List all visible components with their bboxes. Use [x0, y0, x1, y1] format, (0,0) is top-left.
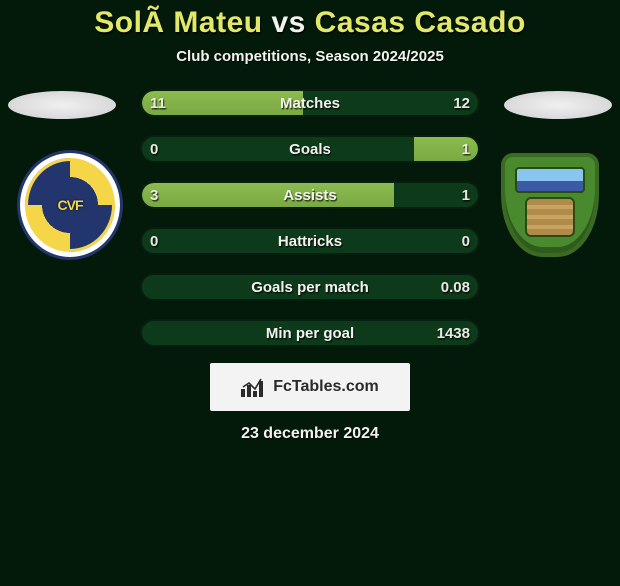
fuenlabrada-shield-icon	[501, 153, 599, 257]
stat-row: Assists31	[140, 181, 480, 209]
fctables-branding[interactable]: FcTables.com	[210, 363, 410, 411]
player2-name: Casas Casado	[315, 6, 526, 39]
stat-row: Min per goal1438	[140, 319, 480, 347]
stat-bars: Matches1112 Goals01 Assists31 Hattricks00 Go…	[140, 89, 480, 365]
bar-fill-right	[414, 137, 478, 161]
team1-crest	[20, 155, 120, 255]
subtitle: Club competitions, Season 2024/2025	[0, 48, 620, 65]
date-label: 23 december 2024	[241, 425, 379, 443]
villarreal-badge-icon	[20, 153, 120, 257]
stat-row: Matches1112	[140, 89, 480, 117]
bar-track	[140, 89, 480, 117]
player2-portrait	[504, 91, 612, 119]
stat-row: Goals per match0.08	[140, 273, 480, 301]
bar-track	[140, 181, 480, 209]
bar-track	[140, 135, 480, 163]
stat-row: Goals01	[140, 135, 480, 163]
vs-label: vs	[271, 6, 305, 39]
player1-portrait	[8, 91, 116, 119]
spark-chart-icon	[241, 377, 267, 397]
bar-fill-left	[142, 91, 303, 115]
bar-track	[140, 319, 480, 347]
player1-name: SolÃ Mateu	[94, 6, 262, 39]
team2-crest	[500, 155, 600, 255]
bar-fill-left	[142, 183, 394, 207]
bar-track	[140, 273, 480, 301]
page-title: SolÃ Mateu vs Casas Casado	[0, 6, 620, 40]
fctables-text: FcTables.com	[273, 378, 379, 396]
stat-row: Hattricks00	[140, 227, 480, 255]
bar-track	[140, 227, 480, 255]
content-region: Matches1112 Goals01 Assists31 Hattricks00 Go…	[0, 65, 620, 525]
